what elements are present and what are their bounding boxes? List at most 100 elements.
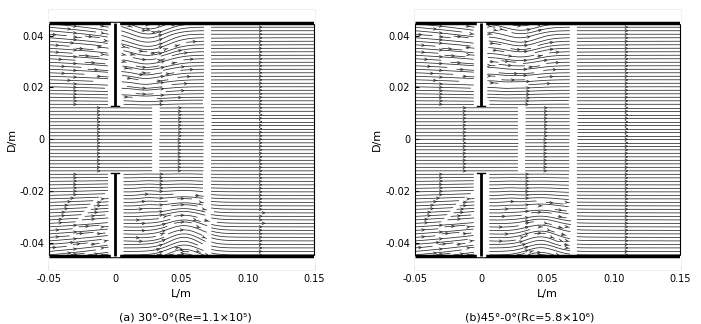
FancyArrowPatch shape (259, 149, 261, 151)
FancyArrowPatch shape (259, 64, 261, 67)
FancyArrowPatch shape (122, 45, 124, 48)
FancyArrowPatch shape (259, 93, 261, 95)
FancyArrowPatch shape (97, 149, 100, 151)
FancyArrowPatch shape (104, 39, 107, 42)
FancyArrowPatch shape (544, 169, 546, 172)
FancyArrowPatch shape (97, 128, 100, 130)
FancyArrowPatch shape (625, 163, 627, 165)
FancyArrowPatch shape (499, 28, 502, 30)
FancyArrowPatch shape (524, 59, 526, 62)
FancyArrowPatch shape (467, 25, 469, 28)
FancyArrowPatch shape (181, 214, 184, 216)
FancyArrowPatch shape (74, 177, 76, 179)
FancyArrowPatch shape (526, 197, 529, 200)
FancyArrowPatch shape (625, 219, 627, 221)
FancyArrowPatch shape (463, 134, 465, 137)
FancyArrowPatch shape (526, 103, 529, 106)
FancyArrowPatch shape (97, 138, 100, 141)
FancyArrowPatch shape (74, 96, 76, 99)
FancyArrowPatch shape (101, 254, 103, 256)
FancyArrowPatch shape (562, 233, 564, 236)
FancyArrowPatch shape (538, 226, 540, 228)
FancyArrowPatch shape (440, 103, 442, 106)
FancyArrowPatch shape (522, 244, 525, 246)
FancyArrowPatch shape (202, 236, 205, 238)
FancyArrowPatch shape (74, 36, 76, 38)
FancyArrowPatch shape (121, 60, 124, 63)
FancyArrowPatch shape (499, 226, 502, 228)
FancyArrowPatch shape (74, 180, 76, 182)
FancyArrowPatch shape (525, 220, 528, 222)
FancyArrowPatch shape (440, 76, 442, 78)
FancyArrowPatch shape (463, 156, 465, 158)
FancyArrowPatch shape (625, 208, 627, 211)
FancyArrowPatch shape (517, 48, 520, 51)
FancyArrowPatch shape (440, 100, 442, 102)
FancyArrowPatch shape (544, 156, 546, 158)
FancyArrowPatch shape (259, 26, 261, 29)
FancyArrowPatch shape (74, 248, 76, 250)
FancyArrowPatch shape (259, 177, 261, 179)
FancyArrowPatch shape (68, 79, 70, 82)
FancyArrowPatch shape (181, 250, 184, 253)
FancyArrowPatch shape (625, 166, 627, 168)
FancyArrowPatch shape (179, 134, 181, 137)
FancyArrowPatch shape (553, 68, 556, 71)
FancyArrowPatch shape (458, 21, 461, 24)
FancyArrowPatch shape (470, 240, 472, 242)
FancyArrowPatch shape (544, 128, 547, 130)
FancyArrowPatch shape (259, 44, 261, 46)
FancyArrowPatch shape (259, 239, 261, 242)
FancyArrowPatch shape (625, 93, 627, 95)
FancyArrowPatch shape (564, 243, 567, 246)
FancyArrowPatch shape (97, 156, 100, 158)
FancyArrowPatch shape (625, 58, 627, 60)
FancyArrowPatch shape (491, 82, 493, 84)
FancyArrowPatch shape (463, 75, 466, 77)
FancyArrowPatch shape (56, 51, 58, 53)
FancyArrowPatch shape (547, 229, 550, 231)
FancyArrowPatch shape (182, 89, 184, 92)
FancyArrowPatch shape (508, 64, 511, 67)
FancyArrowPatch shape (625, 103, 627, 106)
FancyArrowPatch shape (97, 159, 100, 162)
FancyArrowPatch shape (491, 60, 493, 63)
FancyArrowPatch shape (529, 66, 532, 68)
FancyArrowPatch shape (92, 215, 94, 217)
FancyArrowPatch shape (130, 53, 133, 55)
FancyArrowPatch shape (463, 117, 465, 120)
FancyArrowPatch shape (436, 241, 439, 244)
FancyArrowPatch shape (625, 222, 627, 225)
FancyArrowPatch shape (517, 23, 520, 25)
FancyArrowPatch shape (458, 62, 460, 64)
X-axis label: L/m: L/m (171, 289, 192, 299)
FancyArrowPatch shape (538, 24, 540, 26)
FancyArrowPatch shape (449, 48, 451, 50)
FancyArrowPatch shape (74, 25, 76, 27)
FancyArrowPatch shape (97, 169, 100, 172)
FancyArrowPatch shape (625, 173, 627, 176)
FancyArrowPatch shape (625, 226, 627, 228)
FancyArrowPatch shape (428, 214, 430, 217)
FancyArrowPatch shape (467, 46, 469, 49)
FancyArrowPatch shape (625, 107, 627, 109)
FancyArrowPatch shape (184, 52, 187, 54)
FancyArrowPatch shape (160, 183, 163, 186)
FancyArrowPatch shape (159, 244, 162, 247)
FancyArrowPatch shape (625, 194, 627, 197)
FancyArrowPatch shape (544, 152, 546, 155)
FancyArrowPatch shape (487, 75, 490, 77)
FancyArrowPatch shape (440, 25, 442, 27)
FancyArrowPatch shape (440, 93, 442, 95)
FancyArrowPatch shape (77, 22, 80, 24)
FancyArrowPatch shape (259, 142, 261, 144)
FancyArrowPatch shape (180, 229, 183, 231)
FancyArrowPatch shape (97, 233, 100, 235)
FancyArrowPatch shape (259, 103, 261, 106)
FancyArrowPatch shape (440, 190, 442, 192)
FancyArrowPatch shape (437, 197, 439, 200)
FancyArrowPatch shape (180, 248, 182, 251)
FancyArrowPatch shape (526, 217, 528, 219)
FancyArrowPatch shape (526, 183, 529, 186)
FancyArrowPatch shape (145, 193, 148, 195)
